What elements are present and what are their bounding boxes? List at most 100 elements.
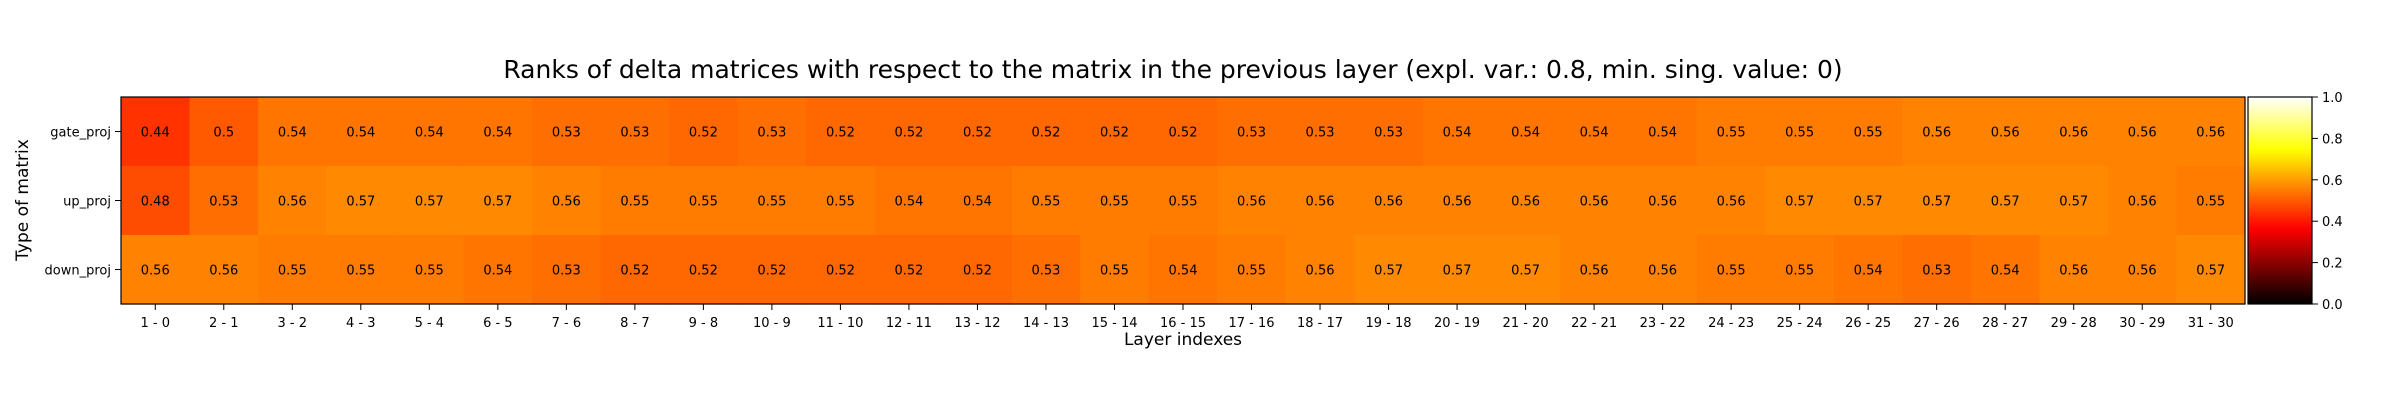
cell-value-label: 0.55: [1237, 264, 1266, 279]
y-tick-label: down_proj: [45, 264, 111, 279]
heatmap-cell: [1354, 235, 1424, 305]
heatmap-cell: [1422, 235, 1492, 305]
cell-value-label: 0.52: [689, 264, 718, 279]
cell-value-label: 0.56: [552, 195, 581, 210]
heatmap-cell: [1080, 235, 1150, 305]
heatmap-cell: [326, 166, 396, 236]
heatmap-cell: [1080, 97, 1150, 167]
cell-value-labels: 0.44 0.5 0.54 0.54 0.54 0.54 0.53 0.53 0.52 0.53 0…: [141, 126, 2225, 279]
x-tick-label: 10 - 9: [753, 316, 791, 331]
heatmap-cell: [1833, 166, 1904, 236]
x-tick-label: 15 - 14: [1091, 316, 1137, 331]
heatmap-cell: [1217, 166, 1287, 236]
heatmap-cell: [1833, 97, 1904, 167]
heatmap-cell: [1559, 235, 1629, 305]
cell-value-label: 0.53: [552, 264, 581, 279]
cell-value-label: 0.54: [1511, 126, 1540, 141]
heatmap-cell: [1148, 97, 1218, 167]
heatmap-cells: [121, 97, 2246, 305]
heatmap-cell: [1559, 166, 1629, 236]
heatmap-cell: [1491, 166, 1561, 236]
heatmap-cell: [2039, 166, 2109, 236]
heatmap-cell: [532, 97, 602, 167]
heatmap-cell: [943, 235, 1013, 305]
heatmap-cell: [395, 235, 465, 305]
heatmap-cell: [2039, 97, 2109, 167]
cell-value-label: 0.56: [209, 264, 238, 279]
cell-value-label: 0.48: [141, 195, 170, 210]
heatmap-cell: [463, 235, 533, 305]
heatmap-cell: [1970, 235, 2041, 305]
cell-value-label: 0.52: [1169, 126, 1198, 141]
heatmap-cell: [326, 97, 396, 167]
heatmap-cell: [395, 166, 465, 236]
cell-value-label: 0.56: [2128, 264, 2157, 279]
x-tick-label: 17 - 16: [1228, 316, 1274, 331]
heatmap-cell: [2039, 235, 2109, 305]
heatmap-cell: [1765, 166, 1835, 236]
cell-value-label: 0.56: [1922, 126, 1951, 141]
cell-value-label: 0.44: [141, 126, 170, 141]
cell-value-label: 0.53: [757, 126, 786, 141]
cell-value-label: 0.53: [1922, 264, 1951, 279]
cell-value-label: 0.56: [1511, 195, 1540, 210]
x-tick-label: 4 - 3: [346, 316, 376, 331]
heatmap-cell: [1422, 166, 1492, 236]
cell-value-label: 0.54: [346, 126, 375, 141]
cell-value-label: 0.52: [1100, 126, 1129, 141]
heatmap-cell: [121, 235, 191, 305]
heatmap-cell: [1765, 97, 1835, 167]
cell-value-label: 0.54: [1648, 126, 1677, 141]
colorbar-gradient: [2247, 96, 2313, 305]
cell-value-label: 0.54: [415, 126, 444, 141]
x-tick-label: 8 - 7: [620, 316, 650, 331]
heatmap-cell: [1628, 235, 1698, 305]
cell-value-label: 0.57: [1374, 264, 1403, 279]
cell-value-label: 0.56: [1374, 195, 1403, 210]
cell-value-label: 0.57: [1991, 195, 2020, 210]
heatmap-cell: [189, 166, 259, 236]
cell-value-label: 0.53: [1374, 126, 1403, 141]
colorbar-tick-label: 0.8: [2322, 132, 2343, 147]
heatmap-cell: [1696, 97, 1766, 167]
cell-value-label: 0.55: [1169, 195, 1198, 210]
cell-value-label: 0.54: [483, 126, 512, 141]
cell-value-label: 0.52: [963, 126, 992, 141]
x-tick-label: 16 - 15: [1160, 316, 1206, 331]
cell-value-label: 0.56: [2059, 126, 2088, 141]
cell-value-label: 0.56: [1991, 126, 2020, 141]
cell-value-label: 0.56: [2059, 264, 2088, 279]
x-tick-label: 20 - 19: [1434, 316, 1480, 331]
cell-value-label: 0.57: [1854, 195, 1883, 210]
heatmap-cell: [1970, 97, 2041, 167]
cell-value-label: 0.57: [346, 195, 375, 210]
heatmap-cell: [1491, 235, 1561, 305]
heatmap-cell: [258, 235, 328, 305]
cell-value-label: 0.52: [757, 264, 786, 279]
cell-value-label: 0.53: [1237, 126, 1266, 141]
cell-value-label: 0.54: [1854, 264, 1883, 279]
cell-value-label: 0.55: [1100, 264, 1129, 279]
heatmap-cell: [1902, 166, 1972, 236]
cell-value-label: 0.5: [213, 126, 234, 141]
colorbar-tick-label: 1.0: [2322, 91, 2343, 106]
cell-value-label: 0.52: [689, 126, 718, 141]
cell-value-label: 0.56: [2128, 126, 2157, 141]
cell-value-label: 0.53: [1031, 264, 1060, 279]
heatmap-cell: [2176, 166, 2246, 236]
heatmap-cell: [874, 166, 944, 236]
colorbar-tick-label: 0.0: [2322, 298, 2343, 313]
cell-value-label: 0.57: [415, 195, 444, 210]
heatmap-cell: [806, 235, 876, 305]
heatmap-cell: [600, 97, 670, 167]
cell-value-label: 0.56: [1306, 195, 1335, 210]
heatmap-cell: [1011, 235, 1081, 305]
heatmap-cell: [737, 166, 807, 236]
cell-value-label: 0.57: [483, 195, 512, 210]
heatmap-cell: [258, 97, 328, 167]
x-tick-label: 2 - 1: [209, 316, 239, 331]
heatmap-cell: [1354, 97, 1424, 167]
cell-value-label: 0.55: [278, 264, 307, 279]
